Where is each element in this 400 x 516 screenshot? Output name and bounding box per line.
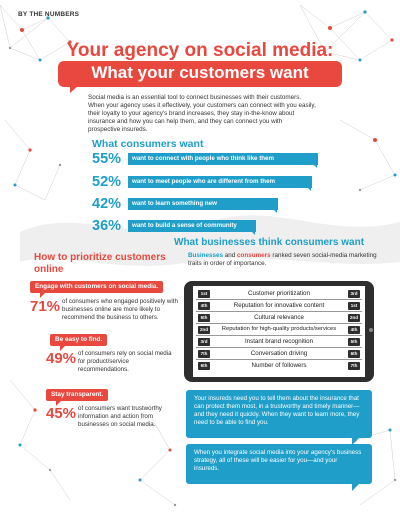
trait-label: Conversation driving: [250, 350, 308, 357]
title-banner-tail: [70, 86, 78, 93]
insureds-bubble-tail: [352, 438, 359, 445]
page-title: Your agency on social media:: [66, 40, 334, 61]
consumer-rank: 6th: [348, 349, 360, 358]
stat-bar-tail: [312, 163, 317, 168]
trait-label: Instant brand recognition: [244, 338, 314, 345]
businesses-word: Businesses: [188, 252, 224, 259]
gray-wave-blob: [20, 215, 400, 266]
stat-bar: want to build a sense of community: [128, 220, 256, 232]
table-row: 6th Number of followers 7th: [196, 360, 362, 371]
consumer-rank: 3rd: [348, 289, 360, 298]
tip-description: of consumers want trustworthy informatio…: [78, 405, 162, 428]
tip-description: of consumers who engaged positively with…: [62, 298, 178, 321]
prioritize-heading: How to prioritize customers online: [34, 252, 166, 275]
consumer-rank: 5th: [348, 337, 360, 346]
stat-bar-tail: [250, 230, 255, 235]
trait-label: Reputation for high-quality products/ser…: [221, 326, 337, 332]
business-rank: 6th: [198, 361, 210, 370]
stat-bar: want to learn something new: [128, 198, 278, 210]
tip-tag-tail: [40, 293, 45, 298]
tip-percent: 49%: [46, 350, 77, 367]
tip-tag-tail: [56, 401, 61, 406]
tip-tag-tail: [60, 346, 65, 351]
insureds-bubble: Your insureds need you to tell them abou…: [186, 390, 372, 438]
intro-paragraph: Social media is an essential tool to con…: [88, 94, 316, 133]
business-rank: 7th: [198, 349, 210, 358]
businesses-subtitle: Businesses and consumers ranked seven so…: [188, 252, 378, 268]
page-subtitle: What your customers want: [91, 63, 309, 82]
trait-label: Customer prioritization: [248, 290, 310, 297]
ranking-table: [193, 286, 365, 377]
stat-bar-tail: [272, 208, 277, 213]
consumer-rank: 2nd: [348, 313, 360, 322]
table-row: 2nd Reputation for high-quality products…: [196, 324, 362, 336]
tip-description: of consumers rely on social media for pr…: [78, 350, 172, 373]
subtitle-rest: ranked seven social-media marketing trai…: [188, 252, 377, 267]
consumer-rank: 7th: [348, 361, 360, 370]
stat-percent: 52%: [92, 174, 122, 190]
tip-tag: Be easy to find.: [50, 334, 108, 346]
business-rank: 1st: [198, 289, 210, 298]
trait-label: Reputation for innovative content: [233, 302, 325, 309]
business-rank: 4th: [198, 301, 210, 310]
stat-bar: want to connect with people who think li…: [128, 153, 318, 165]
stat-bar-tail: [306, 186, 311, 191]
business-rank: 3rd: [198, 337, 210, 346]
table-row: 1st Customer prioritization 3rd: [196, 288, 362, 300]
table-row: 5th Cultural relevance 2nd: [196, 312, 362, 324]
tip-percent: 71%: [30, 298, 61, 315]
businesses-heading: What businesses think consumers want: [174, 237, 365, 248]
tip-tag: Stay transparent.: [46, 389, 109, 401]
tip-tag: Engage with customers on social media.: [30, 281, 164, 293]
business-rank: 5th: [198, 313, 210, 322]
tip-percent: 45%: [46, 405, 77, 422]
table-row: 4th Reputation for innovative content 1s…: [196, 300, 362, 312]
integrate-bubble-tail: [352, 484, 359, 491]
consumer-rank: 4th: [348, 325, 360, 334]
stat-percent: 42%: [92, 196, 122, 212]
kicker: BY THE NUMBERS: [18, 11, 80, 18]
and-word: and: [223, 252, 238, 259]
integrate-bubble: When you integrate social media into you…: [186, 444, 372, 484]
consumers-want-heading: What consumers want: [92, 138, 204, 150]
tablet-home-button: [369, 328, 373, 332]
title-banner: [58, 61, 342, 87]
consumer-rank: 1st: [348, 301, 360, 310]
consumers-word: consumers: [237, 252, 271, 259]
stat-percent: 36%: [92, 218, 122, 234]
stat-percent: 55%: [92, 151, 122, 167]
stat-bar: want to meet people who are different fr…: [128, 176, 312, 188]
table-row: 3rd Instant brand recognition 5th: [196, 336, 362, 348]
trait-label: Number of followers: [251, 362, 307, 369]
trait-label: Cultural relevance: [254, 314, 304, 321]
table-row: 7th Conversation driving 6th: [196, 348, 362, 360]
business-rank: 2nd: [198, 325, 210, 334]
